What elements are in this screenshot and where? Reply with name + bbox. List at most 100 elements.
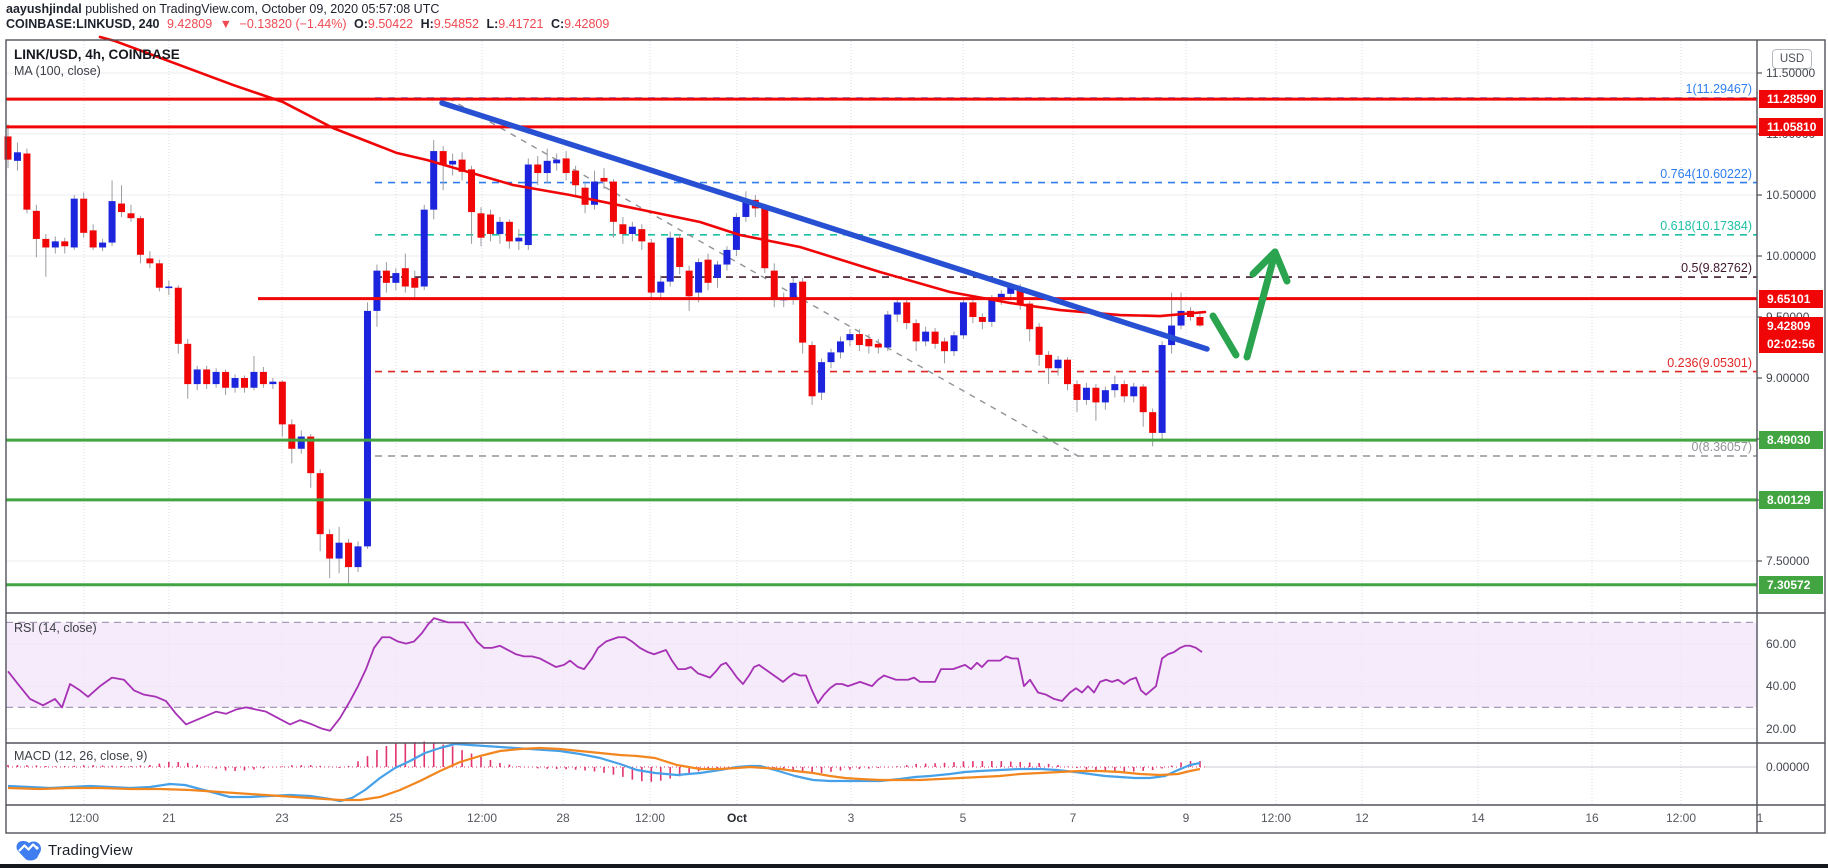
candle-body	[430, 151, 438, 210]
candle-body	[827, 352, 835, 363]
high-value: 9.54852	[433, 17, 479, 31]
time-axis-label: 28	[556, 811, 570, 825]
candle-body	[4, 136, 12, 160]
candle-body	[70, 198, 78, 248]
close-label: C:	[550, 17, 565, 31]
candle-body	[818, 362, 826, 393]
candle-body	[997, 293, 1005, 299]
candle-body	[468, 169, 476, 213]
time-axis-label: 23	[275, 811, 289, 825]
up-arrow-drawing	[1243, 249, 1279, 361]
candle-body	[836, 341, 844, 353]
candle-body	[1007, 286, 1015, 294]
rsi-pane-label: RSI (14, close)	[14, 621, 97, 635]
candle-body	[136, 218, 144, 255]
currency-toggle-button[interactable]: USD	[1772, 49, 1812, 69]
candle-body	[420, 209, 428, 287]
candle-body	[912, 323, 920, 342]
candle-body	[127, 213, 135, 219]
candle-body	[108, 201, 116, 243]
candle-body	[1092, 387, 1100, 403]
candle-body	[704, 259, 712, 283]
candle-body	[392, 273, 400, 283]
candle-body	[486, 214, 494, 235]
candle-body	[846, 334, 854, 341]
candle-body	[638, 229, 646, 242]
candle-body	[250, 371, 258, 388]
candle-body	[1130, 386, 1138, 397]
candle-body	[316, 473, 324, 535]
candle-body	[1082, 387, 1090, 400]
open-value: 9.50422	[367, 17, 414, 31]
candle-body	[231, 378, 239, 388]
candle-body	[628, 226, 636, 235]
candle-body	[146, 258, 154, 264]
time-axis-label: 12:00	[1260, 811, 1292, 825]
support-badge-3: 7.30572	[1759, 575, 1823, 594]
candle-body	[241, 378, 248, 388]
candle-body	[1101, 390, 1109, 403]
macd-line	[7, 742, 1201, 803]
brand-name: TradingView	[48, 841, 133, 859]
up-arrow-drawing	[1271, 248, 1291, 285]
price-axis-label: 9.00000	[1766, 371, 1810, 385]
candle-body	[524, 164, 532, 246]
quote-price: 9.42809	[166, 17, 213, 31]
quote-change: −0.13820 (−1.44%)	[239, 17, 347, 31]
candle-body	[1139, 386, 1147, 413]
symbol-quote-line: COINBASE:LINKUSD, 240 9.42809 ▼ −0.13820…	[6, 17, 609, 32]
resistance-badge-2: 11.05810	[1759, 117, 1823, 136]
candle-body	[278, 381, 286, 425]
candle-body	[591, 181, 599, 205]
bottom-window-edge	[0, 864, 1828, 868]
last-price-badge: 9.42809	[1759, 316, 1823, 335]
candle-body	[799, 281, 807, 343]
candle-body	[477, 213, 485, 238]
fib-level-label: 0.5(9.82762)	[1681, 261, 1752, 276]
high-label: H:	[420, 17, 434, 31]
ma-indicator-label: MA (100, close)	[14, 64, 101, 78]
candle-body	[676, 237, 684, 267]
countdown-badge: 02:02:56	[1759, 334, 1823, 353]
candle-body	[1026, 303, 1034, 330]
macd-signal-line	[7, 746, 1201, 802]
candle-body	[496, 221, 504, 235]
close-value: 9.42809	[564, 17, 610, 31]
candle-body	[988, 298, 996, 322]
time-axis-label: 12:00	[634, 811, 666, 825]
candle-body	[193, 369, 201, 385]
candle-body	[1111, 384, 1119, 391]
candle-body	[959, 302, 967, 336]
time-axis-label: 1	[1756, 811, 1764, 825]
support-badge-2: 8.00129	[1759, 490, 1823, 509]
fib-diagonal-line	[447, 97, 1079, 457]
time-axis-label: 9	[1182, 811, 1190, 825]
candle-body	[51, 241, 59, 248]
candle-body	[288, 424, 296, 449]
open-label: O:	[354, 17, 368, 31]
time-axis-label: 12	[1355, 811, 1369, 825]
author-name: aayushjindal	[6, 2, 82, 16]
time-axis-label: 12:00	[68, 811, 100, 825]
rsi-line	[7, 617, 1203, 732]
candle-body	[458, 159, 466, 172]
time-axis-label: Oct	[726, 811, 748, 825]
candle-body	[922, 331, 930, 342]
candle-body	[657, 281, 665, 293]
time-axis-label: 21	[162, 811, 176, 825]
chart-legend: LINK/USD, 4h, COINBASE MA (100, close)	[14, 46, 180, 79]
candle-body	[893, 302, 901, 315]
candle-body	[449, 160, 457, 165]
candle-body	[1158, 345, 1166, 433]
candle-body	[978, 317, 986, 322]
candle-body	[553, 159, 561, 164]
candle-body	[1196, 317, 1204, 326]
candle-body	[685, 270, 693, 297]
time-axis-label: 14	[1471, 811, 1485, 825]
ma100-line	[98, 35, 1207, 318]
candle-body	[326, 534, 334, 559]
candle-body	[99, 242, 107, 248]
candle-body	[118, 203, 126, 213]
